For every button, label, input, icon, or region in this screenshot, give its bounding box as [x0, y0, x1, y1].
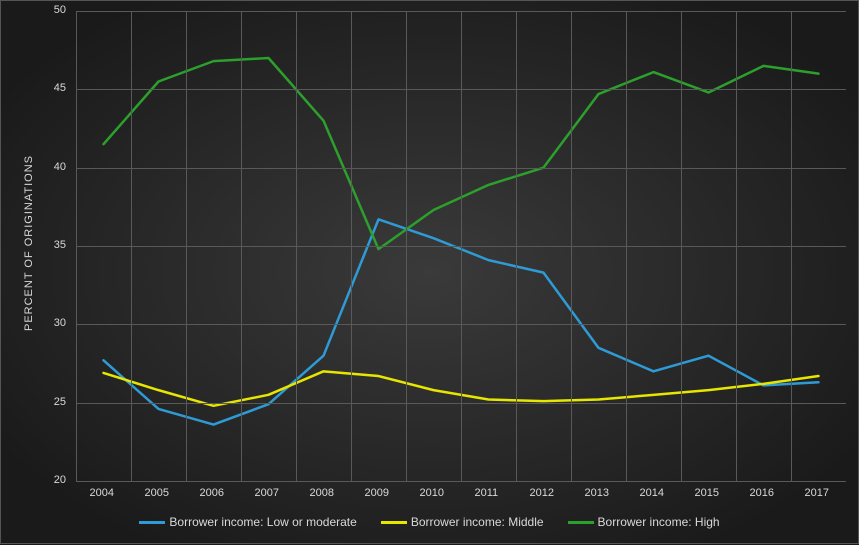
- chart-container: 20 25 30 35 40 45 50 2004 2005 2006 2007 2008 2009 2…: [0, 0, 859, 544]
- legend-swatch-middle: [381, 521, 407, 524]
- x-tick-label: 2017: [805, 487, 829, 499]
- gridline-v: [406, 11, 407, 481]
- gridline-v: [791, 11, 792, 481]
- legend-label: Borrower income: Low or moderate: [169, 515, 356, 529]
- y-tick-label: 35: [54, 239, 66, 251]
- gridline-v: [351, 11, 352, 481]
- legend: Borrower income: Low or moderate Borrowe…: [1, 515, 858, 529]
- gridline-v: [681, 11, 682, 481]
- x-tick-label: 2004: [90, 487, 114, 499]
- legend-swatch-low: [139, 521, 165, 524]
- y-tick-label: 45: [54, 82, 66, 94]
- legend-label: Borrower income: Middle: [411, 515, 544, 529]
- legend-label: Borrower income: High: [598, 515, 720, 529]
- legend-swatch-high: [568, 521, 594, 524]
- x-tick-label: 2011: [475, 487, 499, 499]
- x-tick-label: 2009: [365, 487, 389, 499]
- y-axis-title: PERCENT OF ORIGINATIONS: [23, 155, 35, 331]
- x-tick-label: 2012: [530, 487, 554, 499]
- y-tick-label: 25: [54, 396, 66, 408]
- line-series-layer: [1, 1, 859, 545]
- y-tick-label: 40: [54, 161, 66, 173]
- x-tick-label: 2006: [200, 487, 224, 499]
- gridline-v: [76, 11, 77, 481]
- gridline-v: [186, 11, 187, 481]
- x-tick-label: 2015: [695, 487, 719, 499]
- x-tick-label: 2007: [255, 487, 279, 499]
- x-tick-label: 2010: [420, 487, 444, 499]
- x-tick-label: 2014: [640, 487, 664, 499]
- y-tick-label: 50: [54, 4, 66, 16]
- gridline-v: [131, 11, 132, 481]
- legend-item-low: Borrower income: Low or moderate: [139, 515, 356, 529]
- gridline-v: [461, 11, 462, 481]
- legend-item-high: Borrower income: High: [568, 515, 720, 529]
- y-tick-label: 30: [54, 317, 66, 329]
- gridline-v: [516, 11, 517, 481]
- legend-item-middle: Borrower income: Middle: [381, 515, 544, 529]
- gridline-v: [626, 11, 627, 481]
- gridline-v: [571, 11, 572, 481]
- gridline-h: [76, 481, 846, 482]
- x-tick-label: 2013: [585, 487, 609, 499]
- gridline-v: [296, 11, 297, 481]
- x-tick-label: 2016: [750, 487, 774, 499]
- x-tick-label: 2008: [310, 487, 334, 499]
- y-tick-label: 20: [54, 474, 66, 486]
- x-tick-label: 2005: [145, 487, 169, 499]
- gridline-v: [241, 11, 242, 481]
- gridline-v: [736, 11, 737, 481]
